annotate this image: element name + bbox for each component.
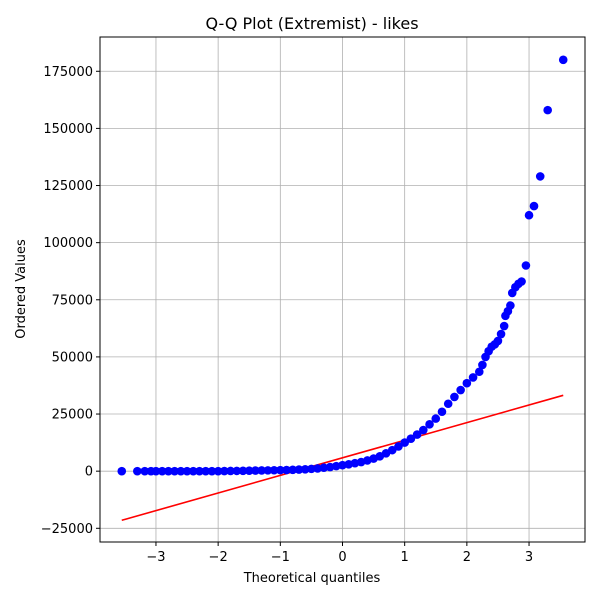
x-tick-label: −1: [271, 550, 290, 565]
y-ticks: −25000 0 25000 50000 75000 100000 125000 150000…: [41, 65, 100, 537]
x-axis-label: Theoretical quantiles: [243, 571, 381, 586]
data-point: [437, 407, 447, 417]
y-tick-label: 50000: [52, 350, 93, 365]
data-point: [431, 414, 441, 423]
x-ticks: −3 −2 −1 0 1 2 3: [146, 542, 533, 565]
y-tick-label: 125000: [43, 179, 93, 194]
data-point: [300, 465, 310, 474]
data-point: [521, 261, 531, 270]
data-point: [474, 367, 484, 377]
data-point: [170, 466, 179, 476]
data-point: [140, 466, 150, 476]
fit-line: [121, 394, 564, 522]
data-point: [406, 434, 416, 444]
data-point: [244, 466, 254, 476]
data-point: [133, 466, 142, 476]
data-point: [493, 336, 503, 346]
data-point: [450, 392, 459, 402]
data-point: [558, 55, 568, 65]
data-point: [425, 420, 434, 429]
data-point: [201, 466, 211, 476]
x-tick-label: 0: [338, 550, 346, 565]
chart-title: Q-Q Plot (Extremist) - likes: [205, 14, 418, 33]
data-point: [419, 425, 428, 435]
data-point: [263, 466, 273, 475]
fit-line-layer: [121, 394, 564, 522]
data-point: [238, 466, 248, 476]
data-point: [543, 105, 552, 115]
data-point: [257, 466, 266, 475]
data-point: [276, 465, 285, 475]
y-tick-label: −25000: [41, 522, 93, 537]
x-tick-label: −3: [146, 550, 165, 565]
data-point: [443, 399, 453, 409]
data-point: [412, 430, 422, 439]
data-point: [117, 466, 127, 476]
data-point: [394, 442, 403, 451]
data-point: [499, 321, 509, 331]
data-point: [288, 465, 298, 475]
data-point: [251, 466, 260, 475]
data-point: [182, 466, 192, 476]
data-point: [478, 360, 487, 370]
y-tick-label: 0: [85, 465, 93, 480]
data-point: [529, 201, 539, 211]
data-point: [294, 465, 304, 474]
y-tick-label: 175000: [43, 65, 93, 80]
x-tick-label: 2: [463, 550, 471, 565]
data-point: [157, 466, 167, 476]
data-point: [387, 445, 397, 455]
data-point: [195, 466, 204, 476]
data-point: [220, 466, 229, 476]
data-point: [164, 466, 173, 476]
points-layer: [117, 55, 568, 476]
data-point: [226, 466, 235, 476]
data-point: [319, 463, 329, 473]
data-point: [151, 466, 161, 476]
data-point: [468, 373, 478, 382]
data-point: [207, 466, 217, 476]
data-point: [176, 466, 186, 476]
data-point: [313, 464, 322, 473]
data-point: [269, 465, 279, 475]
data-point: [213, 466, 223, 476]
data-point: [307, 464, 316, 474]
data-point: [506, 301, 515, 310]
x-tick-label: −2: [209, 550, 228, 565]
data-point: [188, 466, 198, 476]
y-tick-label: 25000: [52, 408, 93, 423]
data-point: [400, 438, 409, 447]
x-tick-label: 3: [525, 550, 533, 565]
x-tick-label: 1: [401, 550, 409, 565]
data-point: [496, 329, 506, 339]
data-point: [456, 385, 465, 395]
y-axis-label: Ordered Values: [14, 239, 29, 339]
data-point: [282, 465, 291, 475]
data-point: [232, 466, 242, 476]
y-tick-label: 75000: [52, 293, 93, 308]
data-point: [517, 277, 526, 286]
y-tick-label: 150000: [43, 122, 93, 137]
data-point: [462, 378, 472, 388]
y-tick-label: 100000: [43, 236, 93, 251]
data-point: [524, 210, 534, 220]
data-point: [535, 172, 545, 181]
